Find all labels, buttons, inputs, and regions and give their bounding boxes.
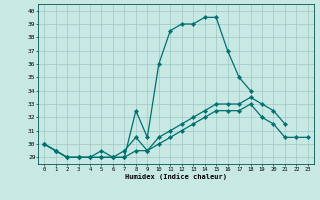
X-axis label: Humidex (Indice chaleur): Humidex (Indice chaleur) bbox=[125, 173, 227, 180]
